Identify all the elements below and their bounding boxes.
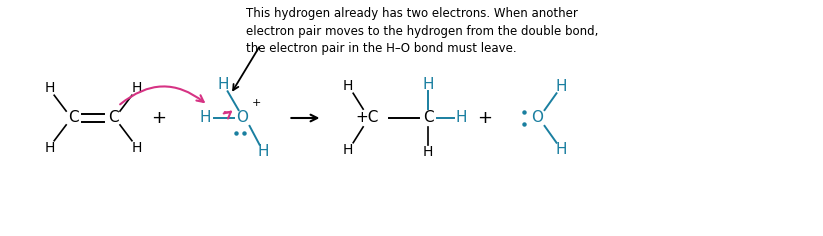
Text: +: + [151,109,166,127]
Text: C: C [67,110,78,126]
Text: +C: +C [356,110,379,126]
Text: H: H [258,144,269,159]
Text: H: H [556,79,567,94]
Text: H: H [343,79,353,93]
Text: H: H [45,141,55,155]
Text: H: H [343,143,353,157]
Text: This hydrogen already has two electrons. When another
electron pair moves to the: This hydrogen already has two electrons.… [245,7,598,55]
Text: H: H [422,77,434,92]
Text: H: H [455,110,467,126]
Text: H: H [218,77,230,92]
Text: H: H [132,81,142,95]
Text: H: H [423,145,433,159]
Text: H: H [45,81,55,95]
Text: O: O [236,110,249,126]
Text: O: O [532,110,543,126]
Text: H: H [556,142,567,157]
Text: C: C [423,110,433,126]
Text: +: + [477,109,492,127]
Text: C: C [108,110,119,126]
Text: +: + [252,98,261,108]
Text: H: H [200,110,212,126]
Text: H: H [132,141,142,155]
